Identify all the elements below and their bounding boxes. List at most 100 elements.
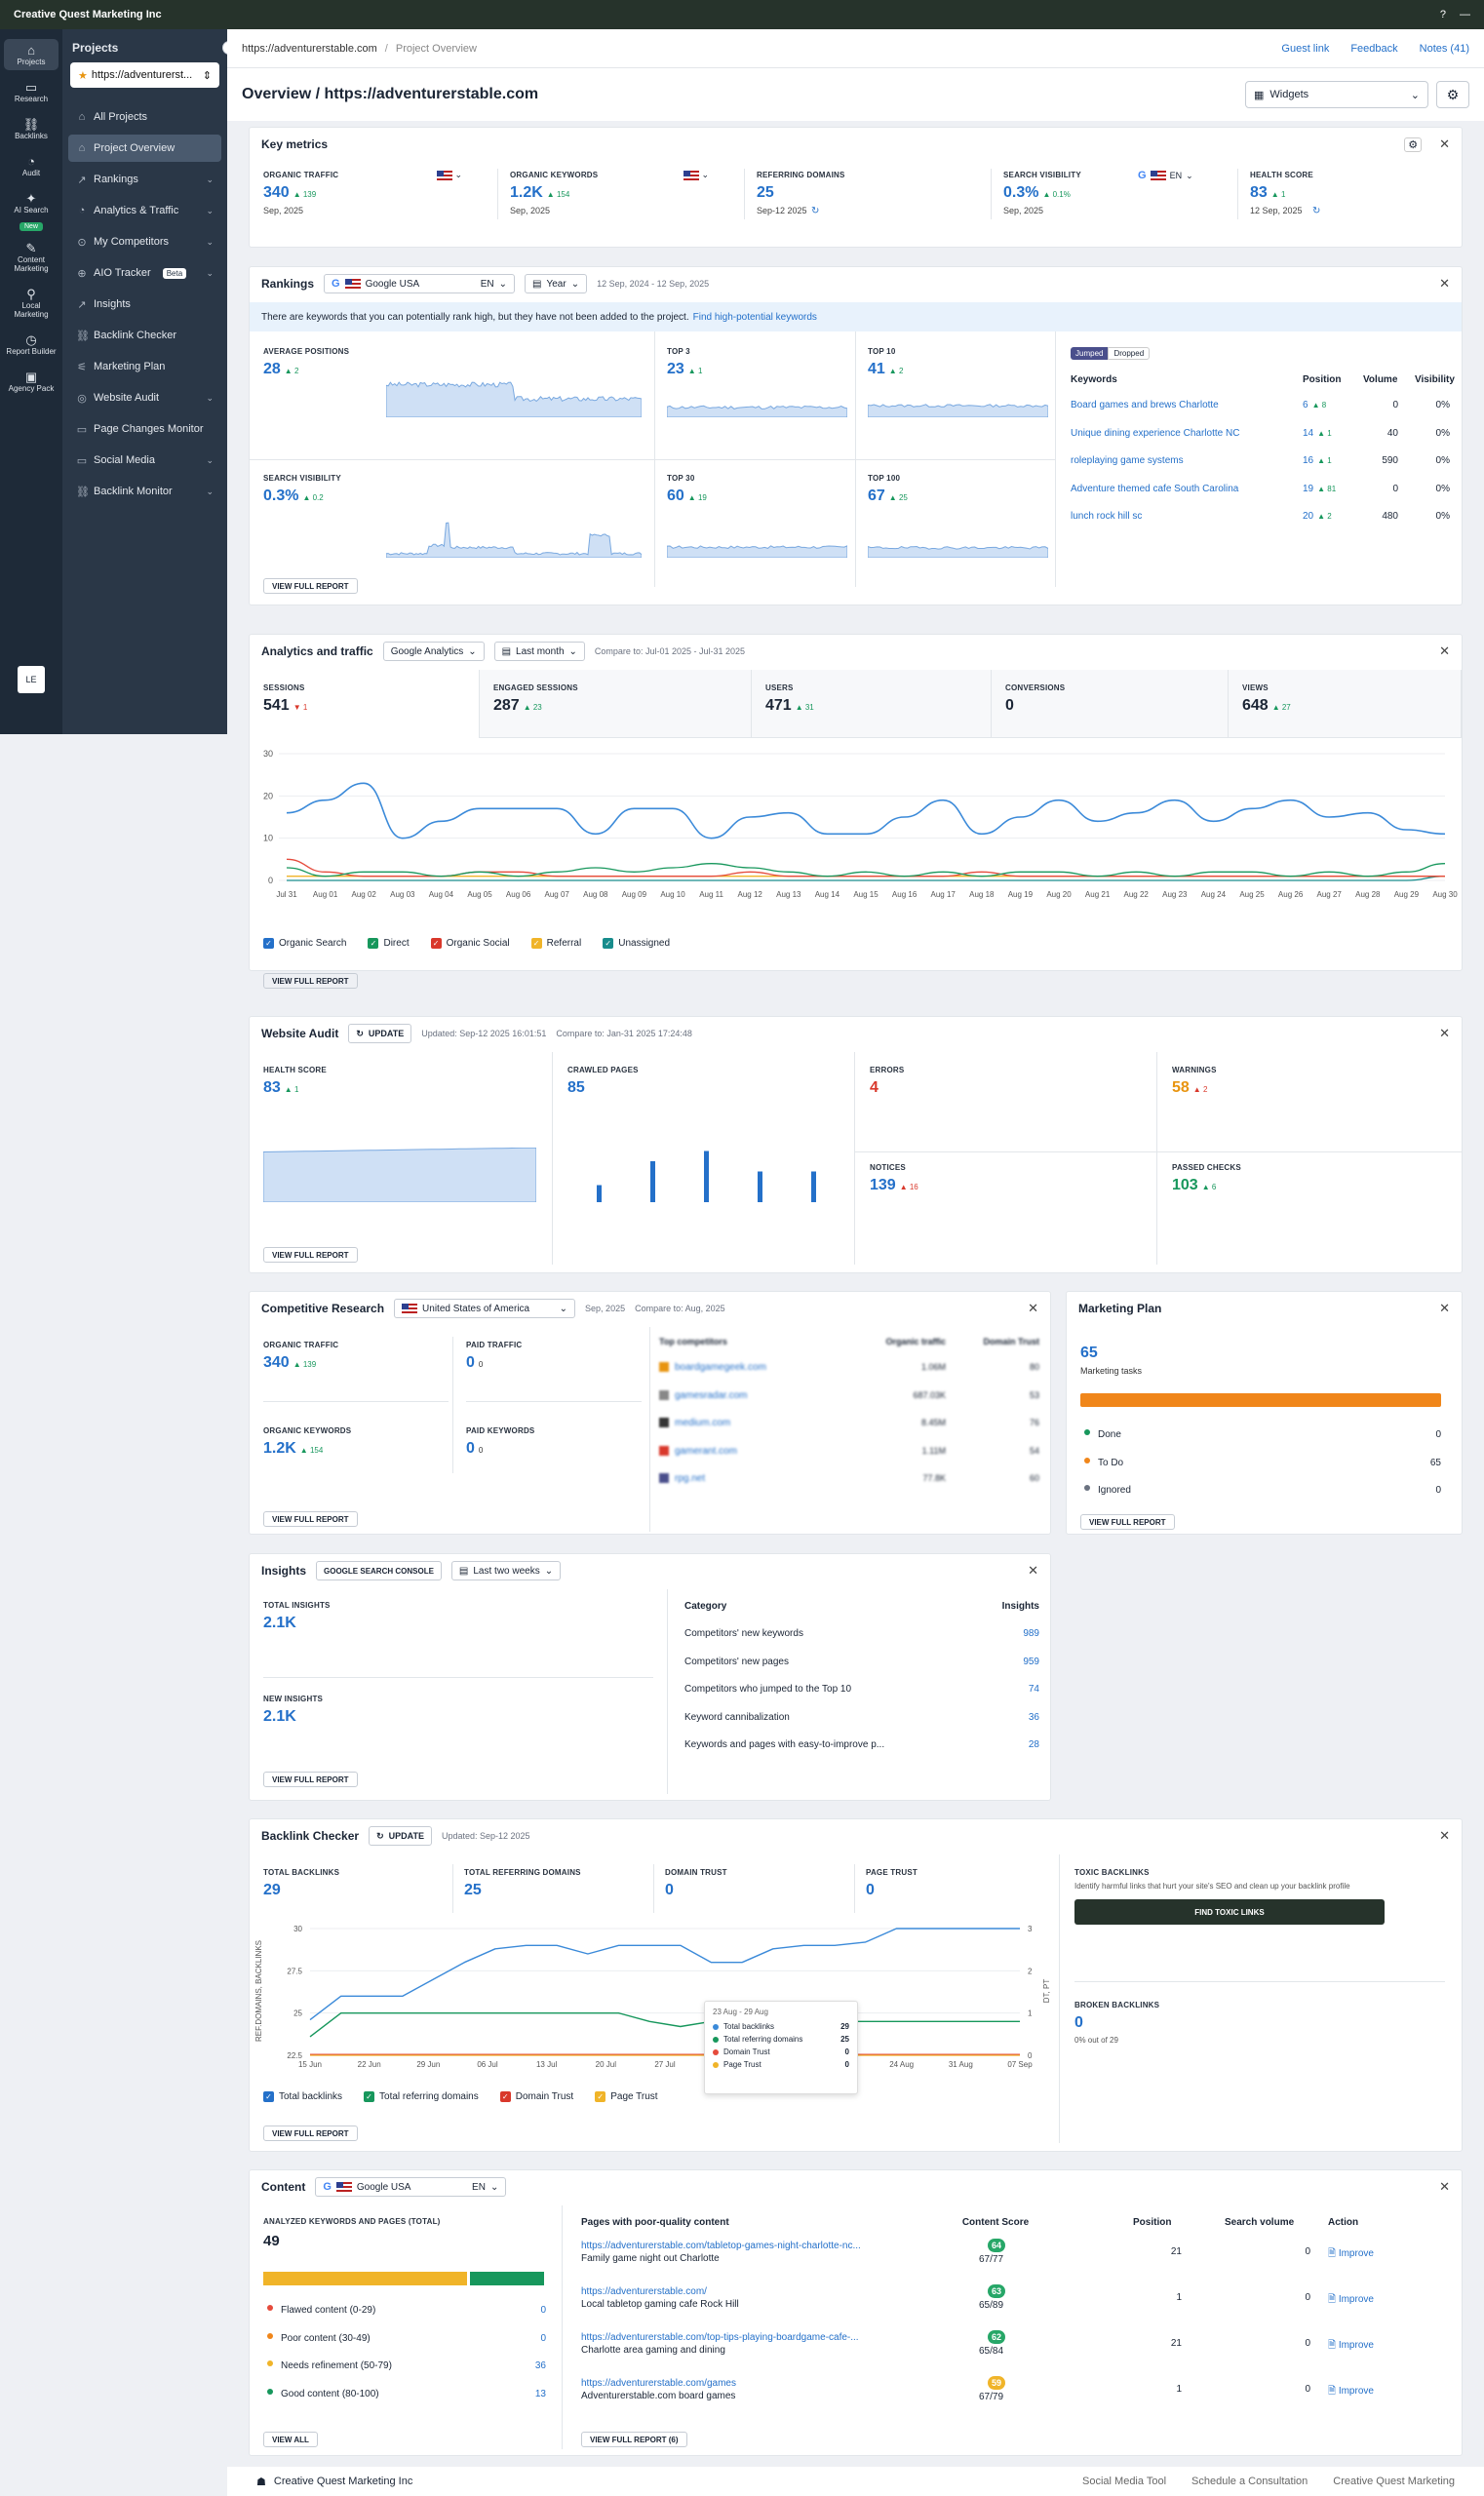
sidebar-item-aio-tracker[interactable]: ⊕ AIO Tracker Beta ⌄: [77, 267, 214, 280]
metric-tab-conversions[interactable]: CONVERSIONS 0: [992, 670, 1229, 738]
page-url-link[interactable]: https://adventurerstable.com/tabletop-ga…: [581, 2241, 861, 2251]
close-icon[interactable]: ✕: [1439, 2179, 1450, 2194]
analytics-engaged-sessions-value[interactable]: 287 ▲ 23: [493, 697, 542, 714]
page-url-link[interactable]: https://adventurerstable.com/: [581, 2286, 707, 2297]
metric-tab-sessions[interactable]: SESSIONS 541 ▼ 1: [250, 670, 480, 738]
footer-link[interactable]: Creative Quest Marketing: [1333, 2476, 1455, 2487]
chevron-down-icon[interactable]: ⌄: [206, 486, 214, 496]
chevron-down-icon[interactable]: ⌄: [206, 205, 214, 215]
insight-count-link[interactable]: 74: [1028, 1684, 1039, 1695]
task-row-ignored[interactable]: Ignored 0: [1084, 1485, 1441, 1496]
view-full-report-button[interactable]: VIEW FULL REPORT: [263, 2126, 358, 2141]
search-visibility-value[interactable]: 0.3% ▲ 0.2: [263, 488, 324, 504]
competitor-link[interactable]: rpg.net: [675, 1473, 706, 1484]
top100-value[interactable]: 67 ▲ 25: [868, 488, 908, 504]
view-full-report-button[interactable]: VIEW FULL REPORT (6): [581, 2432, 687, 2447]
keyword-link[interactable]: Board games and brews Charlotte: [1071, 400, 1219, 410]
refresh-icon[interactable]: ↻: [811, 206, 820, 216]
rail-item-pin[interactable]: ⚲ Local Marketing: [14, 287, 49, 319]
view-full-report-button[interactable]: VIEW FULL REPORT: [263, 1772, 358, 1787]
legend-direct[interactable]: ✓ Direct: [368, 938, 410, 949]
country-dropdown[interactable]: United States of America ⌄: [394, 1299, 576, 1318]
legend-total-referring-domains[interactable]: ✓ Total referring domains: [364, 2091, 479, 2102]
rail-item-agency[interactable]: ▣ Agency Pack: [8, 370, 55, 393]
content-bucket[interactable]: Flawed content (0-29) 0: [267, 2305, 546, 2316]
source-dropdown[interactable]: Google Analytics ⌄: [382, 642, 485, 661]
sidebar-item-my-competitors[interactable]: ⊙ My Competitors ⌄: [77, 236, 214, 249]
sidebar-item-project-overview[interactable]: ⌂ Project Overview: [68, 135, 221, 162]
find-keywords-link[interactable]: Find high-potential keywords: [692, 311, 817, 323]
view-all-button[interactable]: VIEW ALL: [263, 2432, 318, 2447]
minimize-icon[interactable]: —: [1460, 9, 1470, 20]
improve-link[interactable]: 🗎 Improve: [1328, 2294, 1374, 2305]
metric-tab-engaged-sessions[interactable]: ENGAGED SESSIONS 287 ▲ 23: [480, 670, 752, 738]
engine-selector[interactable]: G EN ⌄: [1138, 170, 1193, 181]
close-icon[interactable]: ✕: [1439, 644, 1450, 658]
legend-unassigned[interactable]: ✓ Unassigned: [603, 938, 670, 949]
refresh-icon[interactable]: ↻: [1312, 206, 1321, 216]
chevron-down-icon[interactable]: ⌄: [206, 454, 214, 465]
legend-total-backlinks[interactable]: ✓ Total backlinks: [263, 2091, 342, 2102]
rail-item-audit[interactable]: ◔ Audit: [21, 154, 41, 177]
legend-page-trust[interactable]: ✓ Page Trust: [595, 2091, 658, 2102]
content-bucket[interactable]: Good content (80-100) 13: [267, 2388, 546, 2399]
backlinks-total-backlinks-value[interactable]: 29: [263, 1882, 281, 1898]
chevron-down-icon[interactable]: ⌄: [206, 236, 214, 247]
project-selector[interactable]: ★ https://adventurerst... ⇕: [70, 62, 219, 88]
tab-dropped[interactable]: Dropped: [1108, 347, 1151, 360]
improve-link[interactable]: 🗎 Improve: [1328, 2386, 1374, 2397]
analytics-sessions-value[interactable]: 541 ▼ 1: [263, 697, 308, 714]
insight-count-link[interactable]: 36: [1028, 1711, 1039, 1723]
period-dropdown[interactable]: ▤ Last two weeks ⌄: [450, 1561, 562, 1580]
crawled-pages-value[interactable]: 85: [567, 1079, 585, 1096]
page-url-link[interactable]: https://adventurerstable.com/top-tips-pl…: [581, 2332, 859, 2343]
close-icon[interactable]: ✕: [1439, 1026, 1450, 1040]
sidebar-item-analytics-traffic[interactable]: ◔ Analytics & Traffic ⌄: [68, 197, 221, 224]
country-selector[interactable]: ⌄: [683, 170, 709, 180]
sidebar-item-rankings[interactable]: ↗ Rankings ⌄: [77, 174, 214, 186]
sidebar-item-backlink-checker[interactable]: ⛓ Backlink Checker: [76, 330, 176, 342]
legend-domain-trust[interactable]: ✓ Domain Trust: [499, 2091, 573, 2102]
organic-keywords-value[interactable]: 1.2K ▲ 154: [263, 1440, 324, 1457]
settings-button[interactable]: ⚙: [1436, 81, 1469, 108]
view-full-report-button[interactable]: VIEW FULL REPORT: [1080, 1514, 1175, 1530]
task-row-to-do[interactable]: To Do 65: [1084, 1457, 1441, 1468]
content-bucket[interactable]: Poor content (30-49) 0: [267, 2332, 546, 2344]
period-dropdown[interactable]: ▤ Year ⌄: [525, 274, 588, 293]
update-button[interactable]: ↻ UPDATE: [348, 1024, 412, 1043]
sidebar-item-insights[interactable]: ↗ Insights: [77, 298, 131, 311]
organic-traffic-value[interactable]: 340 ▲ 139: [263, 1354, 317, 1371]
task-row-done[interactable]: Done 0: [1084, 1429, 1441, 1440]
sidebar-item-all-projects[interactable]: ⌂ All Projects: [68, 103, 221, 131]
backlinks-page-trust-value[interactable]: 0: [866, 1882, 875, 1898]
widgets-dropdown[interactable]: ▦ Widgets ⌄: [1245, 81, 1428, 108]
backlinks-domain-trust-value[interactable]: 0: [665, 1882, 674, 1898]
sidebar-item-backlink-monitor[interactable]: ⛓ Backlink Monitor ⌄: [76, 486, 214, 498]
help-icon[interactable]: ?: [1439, 9, 1446, 20]
view-full-report-button[interactable]: VIEW FULL REPORT: [263, 973, 358, 989]
rail-item-content[interactable]: ✎ Content Marketing: [14, 241, 49, 273]
avatar[interactable]: LE: [18, 666, 45, 693]
close-icon[interactable]: ✕: [1439, 1301, 1450, 1315]
close-icon[interactable]: ✕: [1439, 136, 1450, 151]
chevron-down-icon[interactable]: ⌄: [206, 392, 214, 403]
keyword-link[interactable]: Adventure themed cafe South Carolina: [1071, 483, 1239, 494]
metric-tab-views[interactable]: VIEWS 648 ▲ 27: [1229, 670, 1462, 738]
analytics-views-value[interactable]: 648 ▲ 27: [1242, 697, 1291, 714]
metric-search-visibility-value[interactable]: 0.3% ▲ 0.1%: [1003, 184, 1071, 201]
close-icon[interactable]: ✕: [1028, 1301, 1038, 1315]
backlinks-total-referring-domains-value[interactable]: 25: [464, 1882, 482, 1898]
improve-link[interactable]: 🗎 Improve: [1328, 2248, 1374, 2259]
notices-value[interactable]: 139 ▲ 16: [870, 1177, 918, 1193]
sidebar-item-social-media[interactable]: ▭ Social Media ⌄: [76, 454, 214, 467]
engine-dropdown[interactable]: G Google USA EN ⌄: [315, 2177, 507, 2197]
sidebar-item-marketing-plan[interactable]: ⚟ Marketing Plan: [77, 361, 166, 373]
view-full-report-button[interactable]: VIEW FULL REPORT: [263, 1247, 358, 1263]
insight-count-link[interactable]: 989: [1023, 1628, 1039, 1639]
notes-link[interactable]: Notes (41): [1419, 42, 1469, 55]
insight-count-link[interactable]: 28: [1028, 1739, 1039, 1750]
legend-referral[interactable]: ✓ Referral: [530, 938, 581, 949]
metric-referring-domains-value[interactable]: 25: [757, 184, 774, 201]
